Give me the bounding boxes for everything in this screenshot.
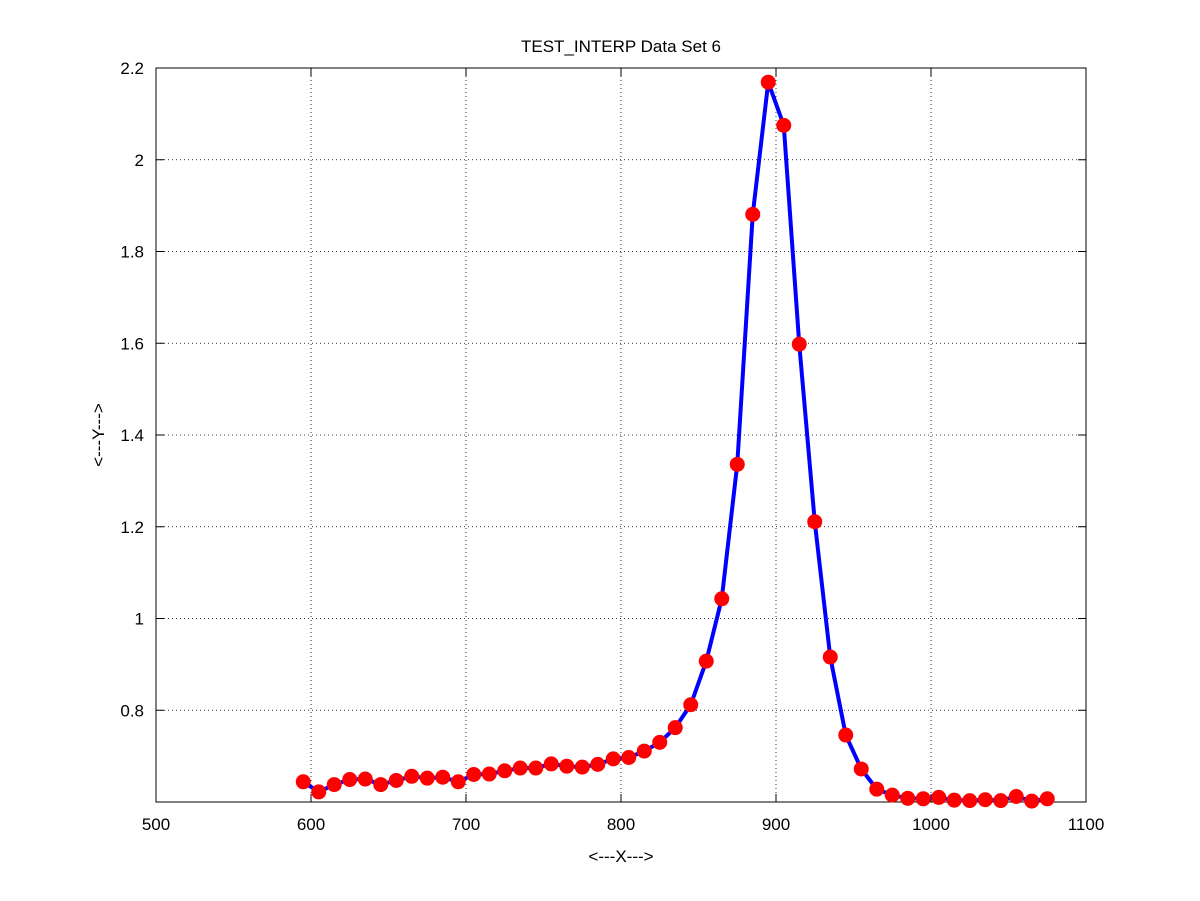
data-point [791,336,807,352]
x-tick-label: 500 [142,815,170,834]
data-point [605,751,621,767]
x-tick-label: 1100 [1068,815,1105,834]
data-point [311,784,327,800]
data-point [884,787,900,803]
data-point [373,777,389,793]
x-tick-label: 1000 [912,815,950,834]
data-point [419,770,435,786]
data-point [590,756,606,772]
data-point [543,756,559,772]
data-point [931,789,947,805]
data-point [435,769,451,785]
data-point [497,763,513,779]
x-tick-label: 700 [452,815,480,834]
data-point [342,772,358,788]
data-point [729,456,745,472]
data-point [621,750,637,765]
data-point [404,768,420,784]
data-point [326,777,342,793]
data-point [838,727,854,743]
data-point [1024,793,1040,809]
data-point [745,206,761,222]
x-tick-label: 900 [762,815,790,834]
y-tick-label: 1.8 [120,243,144,262]
data-point [652,734,668,750]
data-point [714,591,730,607]
data-point [946,792,962,808]
y-tick-label: 1.4 [120,426,144,445]
data-point [357,771,373,787]
x-axis-title: <---X---> [588,847,653,866]
data-point [869,781,885,797]
chart-title: TEST_INTERP Data Set 6 [521,37,721,56]
data-point [388,772,404,788]
y-tick-label: 1 [135,610,144,629]
data-point [1008,789,1024,804]
y-axis-title: <---Y---> [89,403,108,467]
data-point [822,649,838,665]
data-point [528,760,544,776]
data-point [667,720,683,736]
data-point [481,766,497,782]
data-point [900,790,916,806]
data-point [698,653,714,669]
y-tick-label: 1.2 [120,518,144,537]
data-point [466,766,482,782]
data-point [993,793,1009,809]
tick-labels: 500 600 700 800 900 1000 1100 0.8 1 1.2 1.4 1.6 1.8 2… [120,59,1104,834]
x-tick-label: 800 [607,815,635,834]
y-tick-label: 2.2 [120,59,144,78]
y-tick-label: 0.8 [120,701,144,720]
data-point [636,743,652,759]
data-point [1039,791,1055,807]
y-tick-label: 2 [135,151,144,170]
data-point [574,759,590,775]
x-tick-label: 600 [297,815,325,834]
series-line [301,80,1050,804]
data-point [807,514,823,530]
data-point [760,74,776,90]
axis-ticks [155,67,1087,802]
data-point [295,774,311,790]
data-point [853,761,869,777]
y-tick-label: 1.6 [120,334,144,353]
grid-lines [156,68,1086,802]
data-point [776,117,792,133]
data-point [962,793,978,809]
data-point [683,697,699,713]
data-series [295,74,1055,809]
data-point [450,774,466,790]
data-point [915,791,931,807]
data-point [512,760,528,776]
data-point [559,758,575,774]
data-point [977,792,993,808]
